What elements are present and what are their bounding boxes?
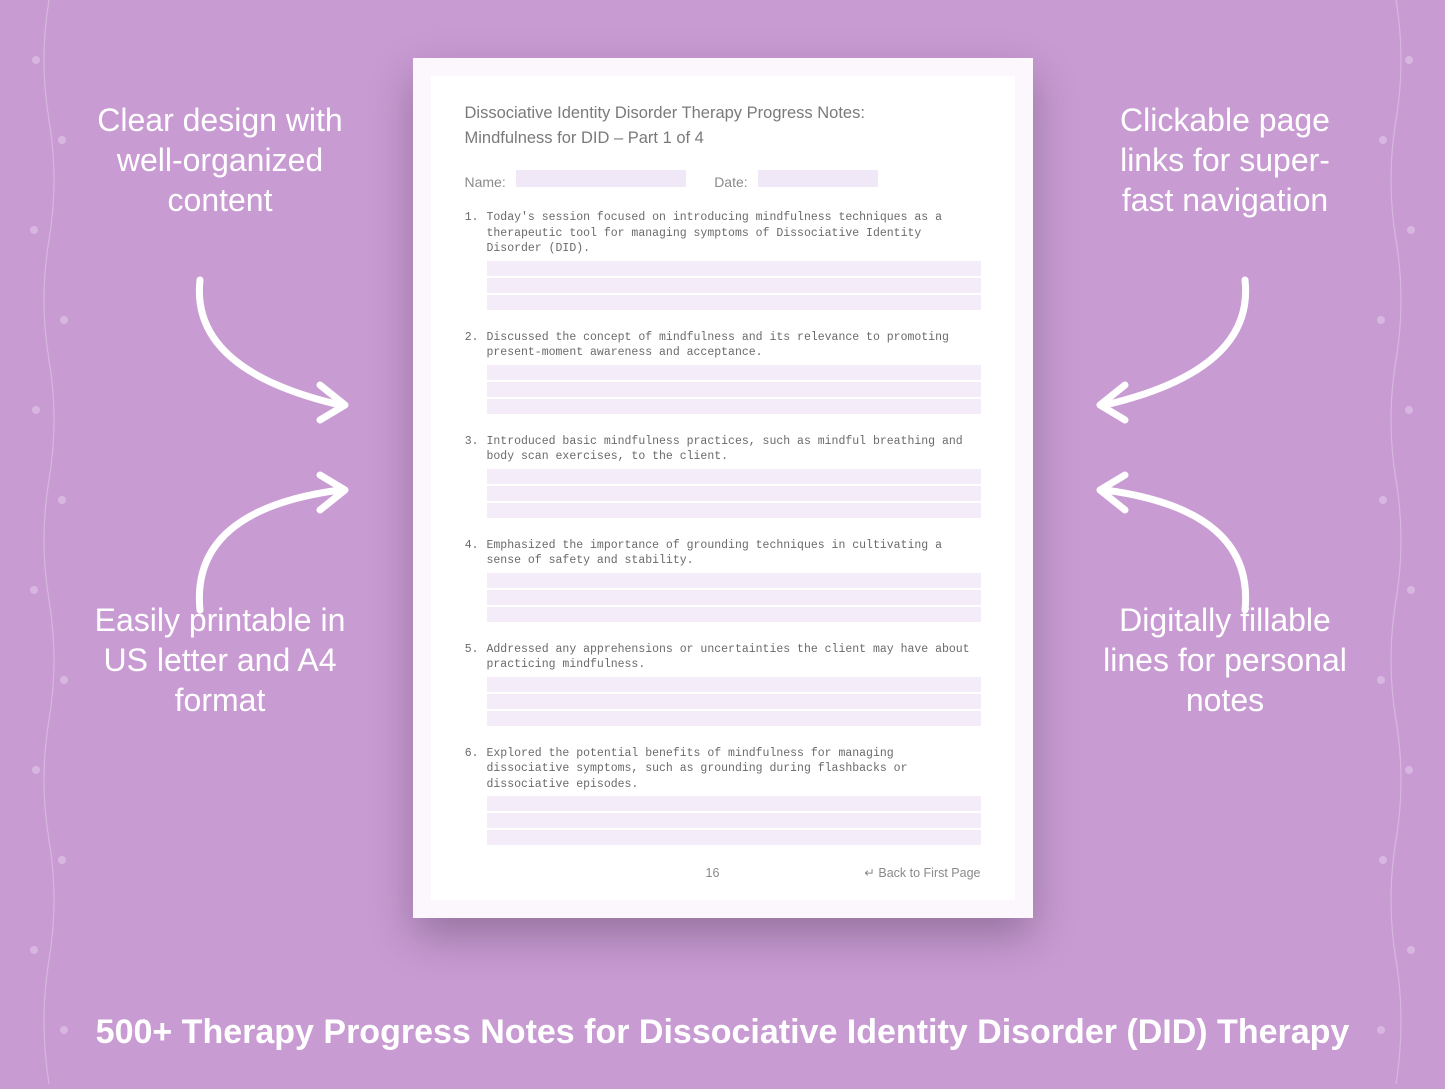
note-text: Addressed any apprehensions or uncertain… [487, 642, 981, 673]
note-lines [487, 677, 981, 726]
note-lines [487, 469, 981, 518]
note-text: Introduced basic mindfulness practices, … [487, 434, 981, 465]
meta-name-group: Name: [465, 170, 687, 192]
arrow-top-right-icon [1075, 270, 1275, 430]
note-lines [487, 573, 981, 622]
note-item: 6.Explored the potential benefits of min… [465, 746, 981, 846]
date-field[interactable] [758, 170, 878, 187]
note-body: Addressed any apprehensions or uncertain… [487, 642, 981, 726]
page-subtitle: Mindfulness for DID – Part 1 of 4 [465, 129, 981, 148]
note-line[interactable] [487, 278, 981, 293]
note-body: Introduced basic mindfulness practices, … [487, 434, 981, 518]
note-line[interactable] [487, 469, 981, 484]
document-inner: Dissociative Identity Disorder Therapy P… [431, 76, 1015, 900]
note-line[interactable] [487, 295, 981, 310]
note-line[interactable] [487, 813, 981, 828]
note-line[interactable] [487, 677, 981, 692]
note-line[interactable] [487, 607, 981, 622]
note-text: Today's session focused on introducing m… [487, 210, 981, 257]
callout-top-right: Clickable page links for super-fast navi… [1095, 100, 1355, 220]
note-item: 3. Introduced basic mindfulness practices… [465, 434, 981, 518]
note-number: 2. [465, 330, 479, 414]
note-lines [487, 365, 981, 414]
note-line[interactable] [487, 382, 981, 397]
note-number: 5. [465, 642, 479, 726]
meta-row: Name: Date: [465, 170, 981, 192]
page-footer: 16 ↵ Back to First Page [465, 865, 981, 880]
callout-top-left: Clear design with well-organized content [90, 100, 350, 220]
note-body: Today's session focused on introducing m… [487, 210, 981, 310]
note-line[interactable] [487, 503, 981, 518]
note-lines [487, 261, 981, 310]
note-item: 4. Emphasized the importance of grounding… [465, 538, 981, 622]
name-field[interactable] [516, 170, 686, 187]
arrow-top-left-icon [170, 270, 370, 430]
note-line[interactable] [487, 399, 981, 414]
note-line[interactable] [487, 694, 981, 709]
note-text: Discussed the concept of mindfulness and… [487, 330, 981, 361]
date-label: Date: [714, 174, 747, 190]
note-item: 5. Addressed any apprehensions or uncerta… [465, 642, 981, 726]
back-to-first-link[interactable]: ↵ Back to First Page [841, 865, 981, 880]
note-body: Discussed the concept of mindfulness and… [487, 330, 981, 414]
arrow-bottom-right-icon [1075, 470, 1275, 620]
name-label: Name: [465, 174, 506, 190]
note-item: 2. Discussed the concept of mindfulness a… [465, 330, 981, 414]
note-line[interactable] [487, 830, 981, 845]
page-number: 16 [706, 866, 720, 880]
meta-date-group: Date: [714, 170, 878, 192]
floral-decoration-right [1361, 0, 1431, 1084]
note-number: 6. [465, 746, 479, 846]
note-line[interactable] [487, 711, 981, 726]
note-line[interactable] [487, 365, 981, 380]
note-text: Explored the potential benefits of mindf… [487, 746, 981, 793]
headline: 500+ Therapy Progress Notes for Dissocia… [0, 1013, 1445, 1052]
note-line[interactable] [487, 486, 981, 501]
note-line[interactable] [487, 573, 981, 588]
note-number: 4. [465, 538, 479, 622]
note-line[interactable] [487, 590, 981, 605]
note-text: Emphasized the importance of grounding t… [487, 538, 981, 569]
note-body: Emphasized the importance of grounding t… [487, 538, 981, 622]
note-number: 1. [465, 210, 479, 310]
arrow-bottom-left-icon [170, 470, 370, 620]
note-line[interactable] [487, 796, 981, 811]
note-number: 3. [465, 434, 479, 518]
note-item: 1.Today's session focused on introducing… [465, 210, 981, 310]
floral-decoration-left [14, 0, 84, 1084]
note-body: Explored the potential benefits of mindf… [487, 746, 981, 846]
note-lines [487, 796, 981, 845]
document-page: Dissociative Identity Disorder Therapy P… [413, 58, 1033, 918]
notes-list: 1.Today's session focused on introducing… [465, 210, 981, 851]
note-line[interactable] [487, 261, 981, 276]
page-title: Dissociative Identity Disorder Therapy P… [465, 104, 981, 123]
